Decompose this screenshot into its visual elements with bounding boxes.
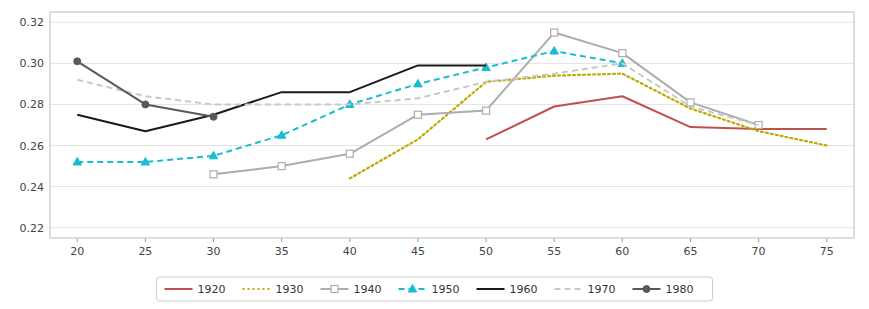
x-tick bbox=[77, 238, 78, 242]
series-marker bbox=[210, 171, 217, 178]
series-marker bbox=[414, 79, 422, 87]
y-tick-label: 0.22 bbox=[20, 222, 45, 235]
x-tick bbox=[145, 238, 146, 242]
series-marker bbox=[142, 101, 149, 108]
chart: 0.22 0.24 0.26 0.28 0.30 0.32 20 25 30 35 40 45 50 55… bbox=[0, 0, 869, 309]
series-line bbox=[77, 63, 758, 125]
x-tick-label: 50 bbox=[479, 245, 493, 258]
series-marker bbox=[209, 151, 217, 159]
series-marker bbox=[551, 29, 558, 36]
series-line bbox=[77, 65, 486, 131]
legend-label: 1920 bbox=[198, 283, 226, 296]
legend-swatch bbox=[243, 288, 271, 290]
x-tick-label: 25 bbox=[138, 245, 152, 258]
series-marker bbox=[346, 150, 353, 157]
series-marker bbox=[278, 163, 285, 170]
series-line bbox=[214, 33, 759, 175]
x-tick bbox=[554, 238, 555, 242]
series-line bbox=[77, 61, 213, 116]
x-tick bbox=[758, 238, 759, 242]
series bbox=[77, 65, 486, 131]
x-tick-label: 20 bbox=[70, 245, 84, 258]
series-marker bbox=[482, 63, 490, 70]
x-tick-label: 65 bbox=[683, 245, 697, 258]
plot-area bbox=[73, 29, 827, 178]
y-tick-label: 0.32 bbox=[20, 16, 45, 29]
legend-label: 1970 bbox=[588, 283, 616, 296]
x-tick bbox=[826, 238, 827, 242]
series-marker bbox=[483, 107, 490, 114]
y-axis: 0.22 0.24 0.26 0.28 0.30 0.32 bbox=[20, 16, 855, 234]
series bbox=[350, 74, 827, 179]
legend-frame bbox=[157, 277, 713, 301]
y-tick-label: 0.26 bbox=[20, 140, 45, 153]
x-tick bbox=[486, 238, 487, 242]
legend-label: 1940 bbox=[354, 283, 382, 296]
x-tick-label: 45 bbox=[411, 245, 425, 258]
x-tick-label: 30 bbox=[207, 245, 221, 258]
legend-swatch bbox=[477, 288, 505, 290]
legend: 1920 1930 1940 1950 1960 1970 1980 bbox=[157, 277, 713, 301]
series bbox=[210, 29, 762, 178]
x-tick bbox=[213, 238, 214, 242]
series-line bbox=[486, 96, 827, 139]
series-marker bbox=[550, 47, 558, 55]
legend-swatch bbox=[555, 288, 583, 290]
legend-marker bbox=[408, 285, 416, 293]
legend-label: 1930 bbox=[276, 283, 304, 296]
series bbox=[74, 58, 217, 120]
x-tick-label: 40 bbox=[343, 245, 357, 258]
grid-line bbox=[50, 186, 854, 187]
series-marker bbox=[619, 50, 626, 57]
series-line bbox=[77, 51, 622, 162]
series-marker bbox=[74, 58, 81, 65]
x-tick bbox=[349, 238, 350, 242]
x-tick-label: 55 bbox=[547, 245, 561, 258]
legend-swatch bbox=[165, 288, 193, 290]
series-marker bbox=[210, 113, 217, 120]
x-tick bbox=[417, 238, 418, 242]
grid-line bbox=[50, 104, 854, 105]
grid-line bbox=[50, 63, 854, 64]
x-tick bbox=[281, 238, 282, 242]
x-tick-label: 70 bbox=[752, 245, 766, 258]
grid-line bbox=[50, 145, 854, 146]
x-tick-label: 75 bbox=[820, 245, 834, 258]
series-marker bbox=[414, 111, 421, 118]
legend-marker bbox=[331, 286, 338, 293]
grid-line bbox=[50, 22, 854, 23]
grid-line bbox=[50, 227, 854, 228]
y-tick-label: 0.24 bbox=[20, 181, 45, 194]
x-tick bbox=[622, 238, 623, 242]
x-axis: 20 25 30 35 40 45 50 55 60 65 70 75 bbox=[70, 238, 833, 258]
plot-frame bbox=[50, 12, 854, 238]
series bbox=[486, 96, 827, 139]
series-line bbox=[350, 74, 827, 179]
series-marker bbox=[73, 157, 81, 165]
series bbox=[77, 63, 758, 125]
x-tick-label: 35 bbox=[275, 245, 289, 258]
series-marker bbox=[277, 131, 285, 139]
legend-marker bbox=[643, 286, 650, 293]
y-tick-label: 0.28 bbox=[20, 98, 45, 111]
legend-label: 1980 bbox=[666, 283, 694, 296]
legend-label: 1960 bbox=[510, 283, 538, 296]
x-tick-label: 60 bbox=[615, 245, 629, 258]
y-tick-label: 0.30 bbox=[20, 57, 45, 70]
series-marker bbox=[687, 99, 694, 106]
x-tick bbox=[690, 238, 691, 242]
series-marker bbox=[141, 157, 149, 165]
legend-label: 1950 bbox=[432, 283, 460, 296]
series bbox=[73, 47, 626, 165]
